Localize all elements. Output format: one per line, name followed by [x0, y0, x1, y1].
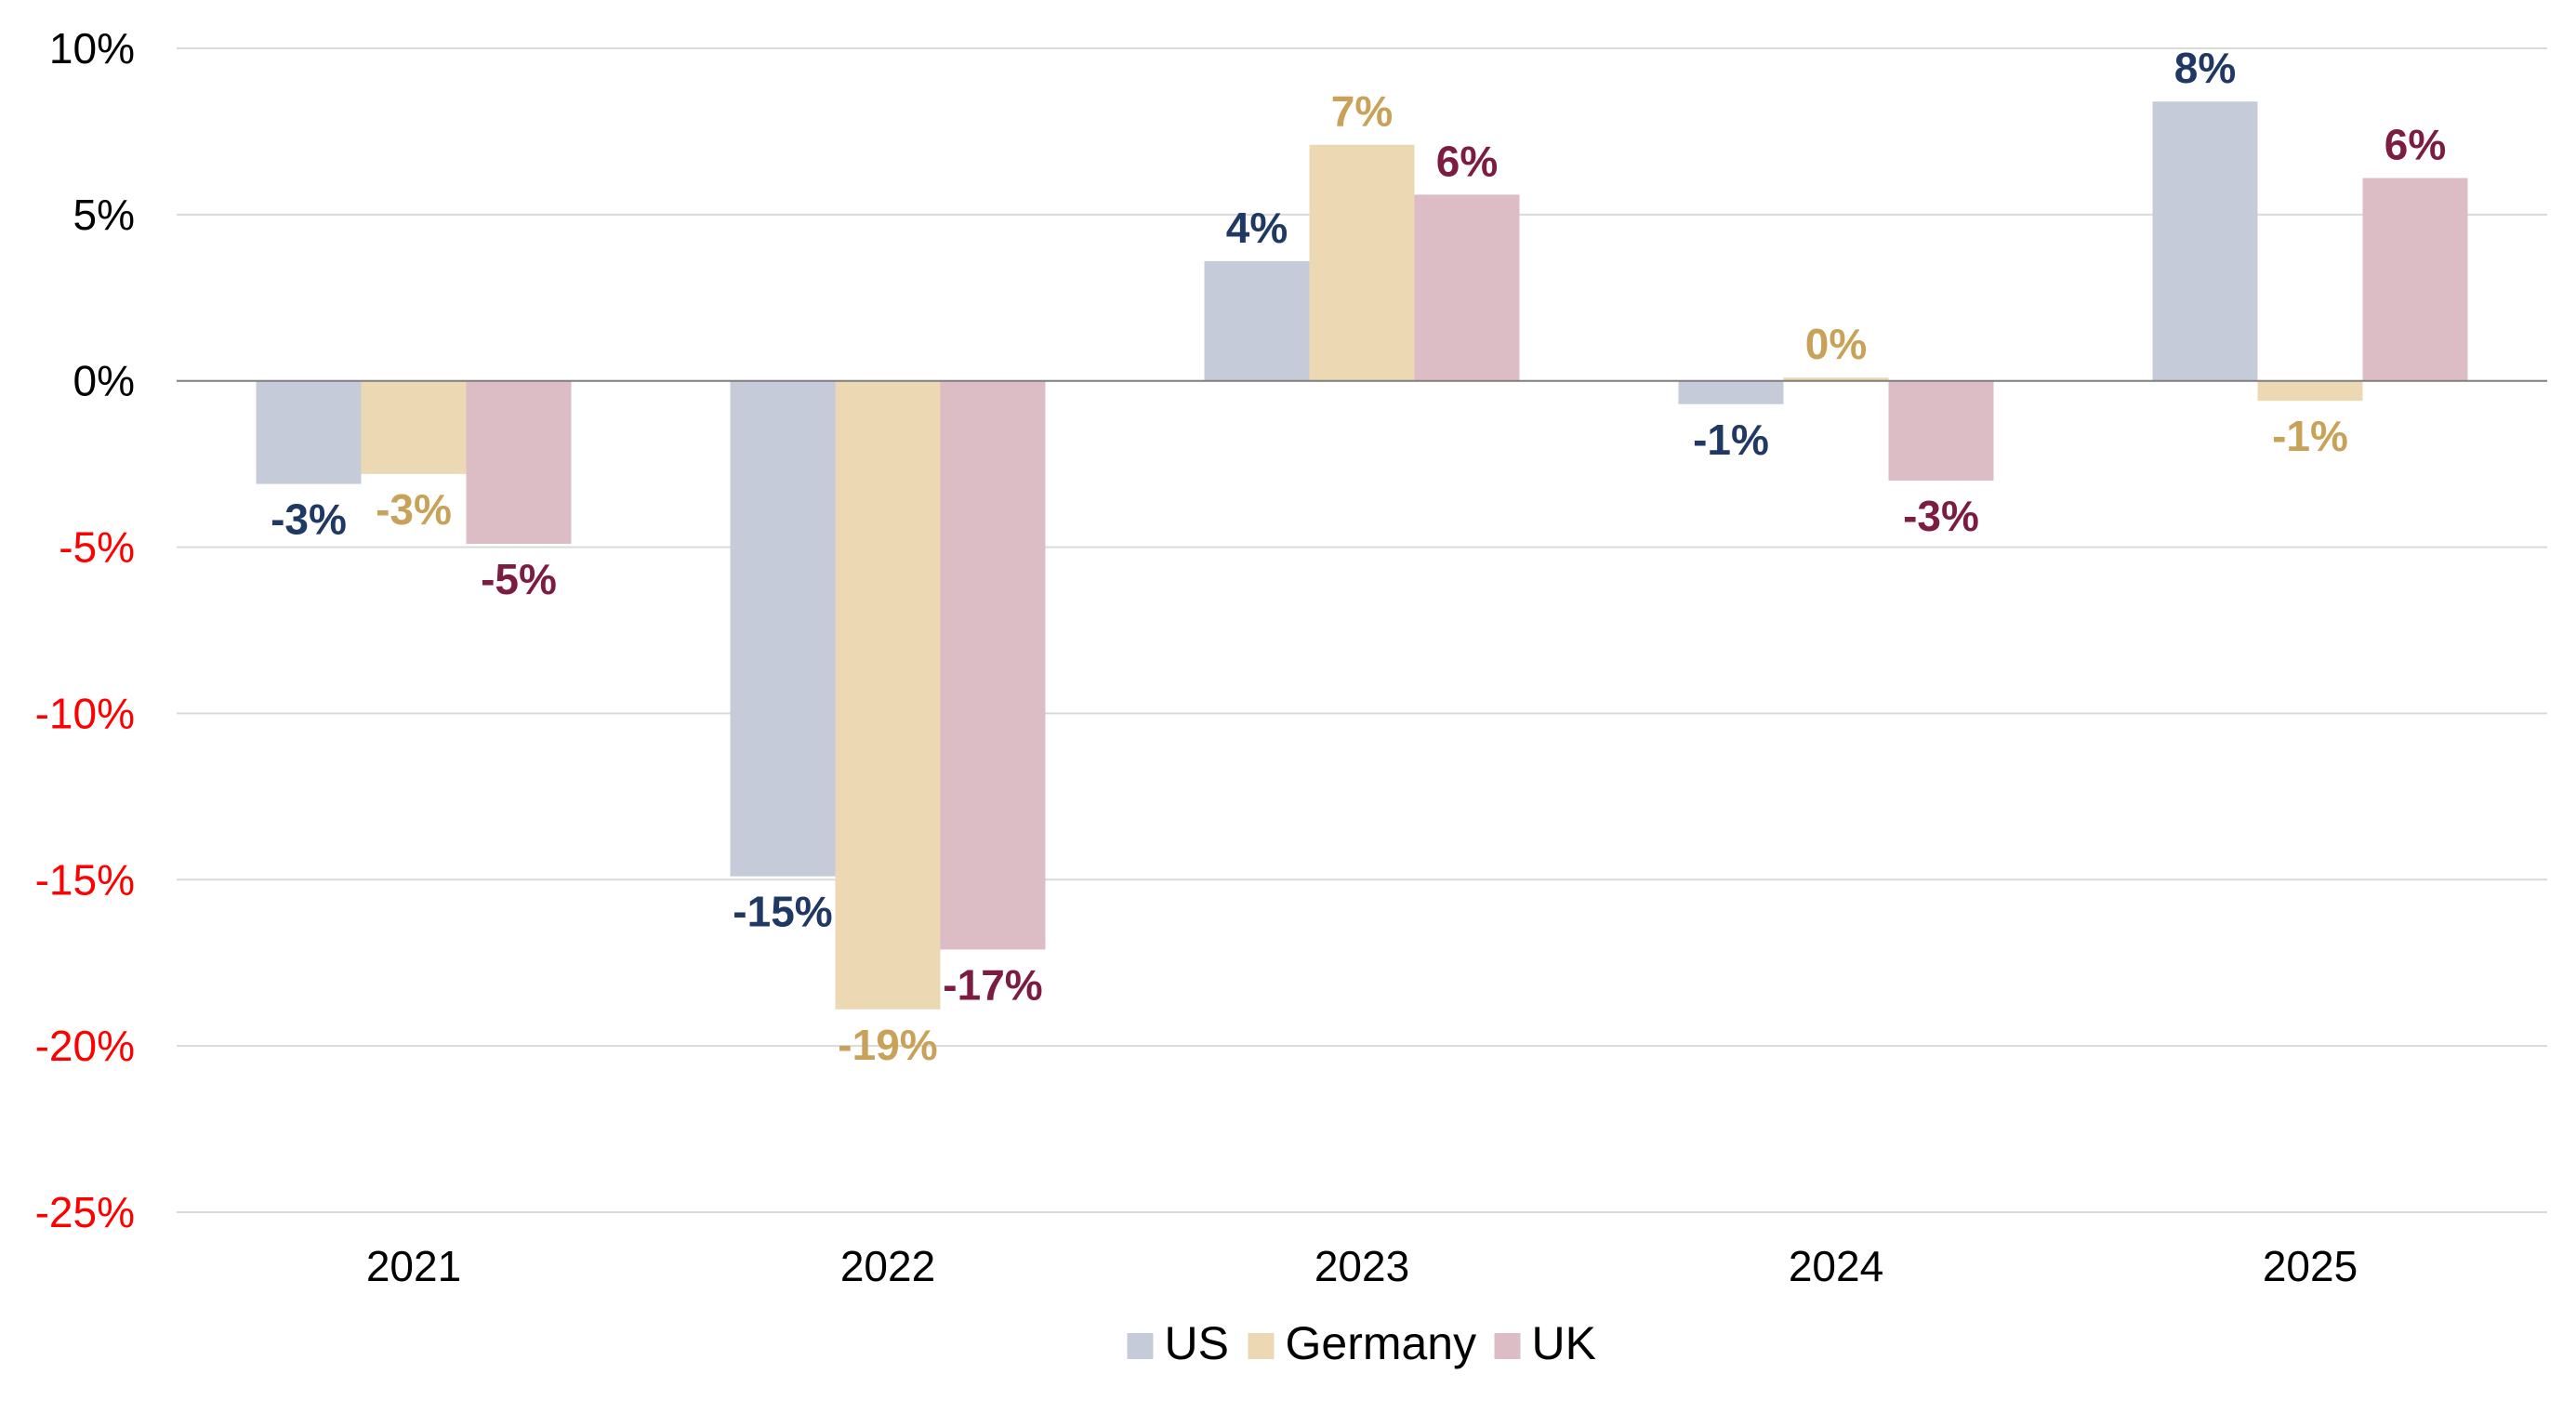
bar-uk-2025	[2362, 178, 2468, 381]
data-label-germany-2024: 0%	[1805, 320, 1867, 368]
data-label-uk-2022: -17%	[943, 960, 1042, 1009]
y-tick-label: -5%	[59, 523, 135, 572]
y-tick-label: -20%	[35, 1022, 135, 1070]
legend-label: Germany	[1286, 1317, 1477, 1369]
data-label-us-2023: 4%	[1226, 204, 1288, 252]
bar-uk-2023	[1414, 194, 1520, 381]
legend-item-uk: UK	[1494, 1317, 1596, 1369]
bar-germany-2024	[1783, 377, 1889, 381]
y-tick-label: 10%	[49, 24, 135, 73]
bar-uk-2022	[940, 380, 1046, 950]
x-axis-category-labels: 2021 2022 2023 2024 2025	[366, 1242, 2358, 1290]
y-tick-label: 5%	[73, 191, 135, 239]
x-tick-label: 2022	[840, 1242, 935, 1290]
y-tick-label: -15%	[35, 855, 135, 904]
bar-us-2022	[730, 380, 836, 877]
bar-germany-2022	[835, 380, 941, 1010]
gridlines	[177, 47, 2547, 1213]
legend-item-us: US	[1127, 1317, 1229, 1369]
data-label-us-2025: 8%	[2174, 44, 2236, 92]
data-label-germany-2023: 7%	[1331, 87, 1393, 136]
legend-item-germany: Germany	[1248, 1317, 1477, 1369]
data-label-uk-2021: -5%	[481, 555, 557, 603]
bar-germany-2025	[2257, 380, 2363, 402]
x-tick-label: 2021	[366, 1242, 461, 1290]
bar-us-2025	[2152, 101, 2258, 381]
data-labels: -3% -3% -5% -15% -19%-17% 4% 7% 6% -1% 0% -3% 8% -1%…	[271, 44, 2446, 1069]
legend-swatch	[1494, 1333, 1521, 1359]
data-label-germany-2022: -19%	[838, 1021, 937, 1069]
data-label-uk-2024: -3%	[1903, 492, 1979, 540]
x-tick-label: 2025	[2263, 1242, 2358, 1290]
legend-label: UK	[1532, 1317, 1596, 1369]
data-label-us-2021: -3%	[271, 495, 347, 544]
bar-germany-2021	[361, 380, 467, 474]
data-label-uk-2023: 6%	[1436, 137, 1498, 185]
y-axis-tick-labels: 10% 5% 0% -5% -10% -15% -20% -25%	[35, 24, 135, 1236]
bars	[256, 101, 2468, 1010]
data-label-germany-2021: -3%	[376, 485, 452, 534]
legend: US Germany UK	[1127, 1317, 1596, 1369]
data-label-germany-2025: -1%	[2272, 412, 2348, 460]
bar-us-2021	[256, 380, 362, 484]
y-tick-label: 0%	[73, 357, 135, 405]
data-label-us-2024: -1%	[1693, 416, 1769, 464]
x-tick-label: 2023	[1314, 1242, 1409, 1290]
legend-label: US	[1165, 1317, 1229, 1369]
legend-swatch	[1127, 1333, 1154, 1359]
x-tick-label: 2024	[1789, 1242, 1883, 1290]
data-label-us-2022: -15%	[733, 888, 832, 936]
y-tick-label: -25%	[35, 1188, 135, 1236]
bar-us-2024	[1678, 380, 1784, 404]
bar-germany-2023	[1309, 144, 1415, 381]
y-tick-label: -10%	[35, 689, 135, 737]
legend-swatch	[1248, 1333, 1275, 1359]
data-label-uk-2025: 6%	[2384, 121, 2446, 169]
bar-uk-2021	[466, 380, 572, 544]
bar-uk-2024	[1888, 380, 1994, 482]
bar-us-2023	[1204, 260, 1310, 381]
